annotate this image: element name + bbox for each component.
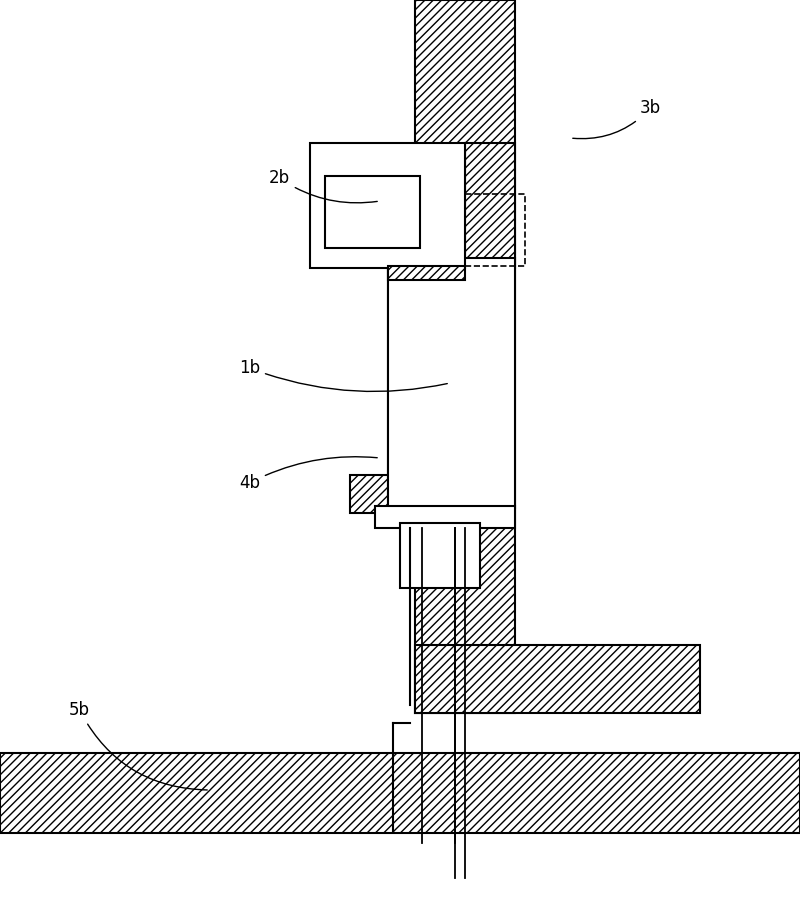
Bar	[0, 753, 800, 833]
Bar	[388, 258, 415, 508]
Bar	[400, 523, 480, 588]
Text: 3b: 3b	[573, 99, 661, 138]
Bar	[415, 645, 700, 713]
Text: 5b: 5b	[69, 701, 207, 790]
Bar	[465, 143, 515, 268]
Bar	[325, 176, 420, 248]
Bar	[415, 0, 515, 713]
Bar	[375, 506, 515, 528]
Bar	[388, 266, 465, 280]
Bar	[388, 258, 515, 508]
Text: 1b: 1b	[239, 359, 447, 392]
Bar	[465, 194, 525, 266]
Bar	[310, 143, 465, 268]
Text: 2b: 2b	[269, 169, 378, 203]
Text: 4b: 4b	[239, 457, 378, 492]
Bar	[350, 475, 388, 513]
